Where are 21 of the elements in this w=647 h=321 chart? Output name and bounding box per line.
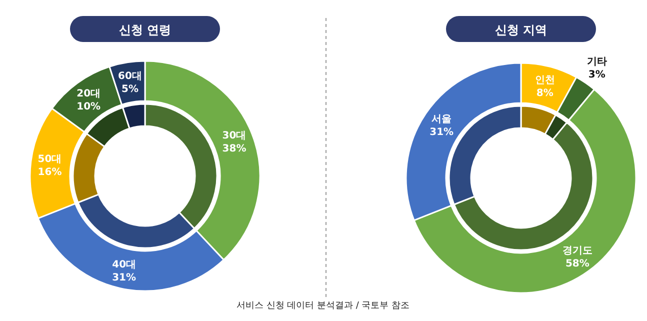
slice-label: 40대 (112, 260, 136, 271)
data-label: 58% (565, 258, 590, 270)
slice-label: 20대 (76, 88, 101, 100)
slice-label: 기타 (586, 56, 607, 68)
slice-label: 30대 (222, 130, 246, 142)
data-label: 31% (112, 272, 136, 284)
slice-label: 경기도 (562, 246, 592, 257)
slice-label: 서울 (432, 114, 452, 126)
chart-title: 신청 지역 (494, 23, 548, 37)
data-label: 5% (121, 84, 138, 96)
chart-title: 신청 연령 (118, 23, 172, 37)
data-label: 10% (76, 101, 101, 112)
data-label: 16% (38, 166, 62, 178)
slice-label: 60대 (118, 71, 142, 82)
slice-label: 인천 (534, 75, 555, 86)
slice-label: 50대 (38, 154, 62, 165)
data-label: 38% (222, 144, 246, 155)
data-label: 3% (588, 69, 606, 80)
data-label: 8% (536, 88, 554, 100)
data-label: 31% (430, 127, 454, 138)
text: 서비스 신청 데이터 분석결과 / 국토부 참조 (236, 301, 410, 311)
